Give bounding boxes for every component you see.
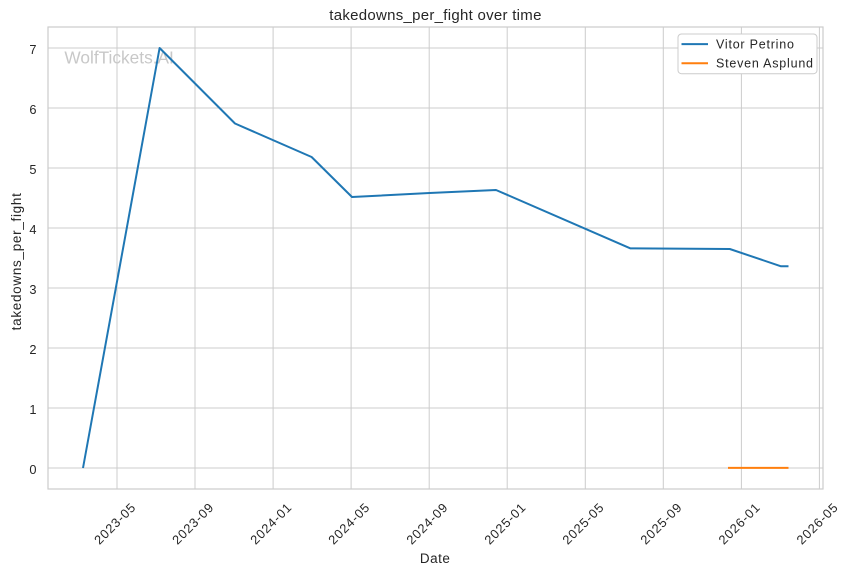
- svg-text:Steven Asplund: Steven Asplund: [716, 57, 814, 71]
- svg-text:1: 1: [29, 402, 36, 417]
- svg-text:4: 4: [29, 222, 36, 237]
- svg-text:takedowns_per_fight over time: takedowns_per_fight over time: [329, 7, 541, 24]
- svg-text:takedowns_per_fight: takedowns_per_fight: [9, 192, 24, 330]
- svg-text:Date: Date: [420, 551, 451, 566]
- svg-text:6: 6: [29, 102, 36, 117]
- svg-text:Vitor Petrino: Vitor Petrino: [716, 38, 795, 52]
- svg-text:2: 2: [29, 342, 36, 357]
- svg-text:5: 5: [29, 162, 36, 177]
- svg-text:WolfTickets.AI: WolfTickets.AI: [64, 47, 173, 67]
- svg-text:0: 0: [29, 462, 36, 477]
- svg-text:3: 3: [29, 282, 36, 297]
- svg-text:7: 7: [29, 42, 36, 57]
